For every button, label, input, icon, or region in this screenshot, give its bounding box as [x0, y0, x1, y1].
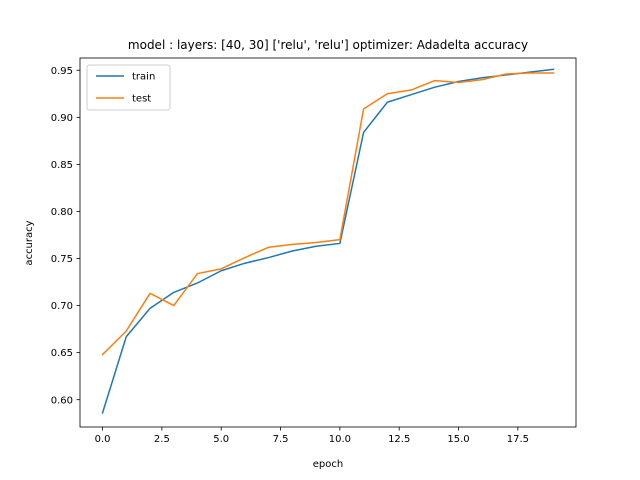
plot-area-frame — [79, 57, 577, 428]
legend-label-train: train — [132, 72, 155, 83]
y-tick-label: 0.65 — [51, 348, 73, 359]
x-tick-label: 12.5 — [388, 434, 410, 445]
y-tick-label: 0.90 — [51, 113, 73, 124]
legend-label-test: test — [132, 94, 151, 105]
series-line-train — [101, 68, 555, 414]
y-tick-label: 0.95 — [51, 66, 73, 77]
series-line-test — [101, 72, 555, 356]
y-tick-label: 0.75 — [51, 254, 73, 265]
x-tick-label: 7.5 — [273, 434, 289, 445]
x-tick-label: 2.5 — [154, 434, 170, 445]
x-tick-label: 15.0 — [447, 434, 469, 445]
chart-title: model : layers: [40, 30] ['relu', 'relu'… — [128, 38, 528, 52]
y-tick-label: 0.70 — [51, 301, 73, 312]
x-axis-label: epoch — [313, 459, 343, 470]
y-axis-label: accuracy — [24, 220, 35, 265]
x-tick-label: 0.0 — [95, 434, 111, 445]
x-tick-label: 5.0 — [213, 434, 229, 445]
y-tick-label: 0.60 — [51, 395, 73, 406]
y-tick-label: 0.80 — [51, 207, 73, 218]
x-tick-label: 10.0 — [329, 434, 351, 445]
legend-box — [86, 64, 171, 111]
y-tick-label: 0.85 — [51, 160, 73, 171]
x-tick-label: 17.5 — [507, 434, 529, 445]
